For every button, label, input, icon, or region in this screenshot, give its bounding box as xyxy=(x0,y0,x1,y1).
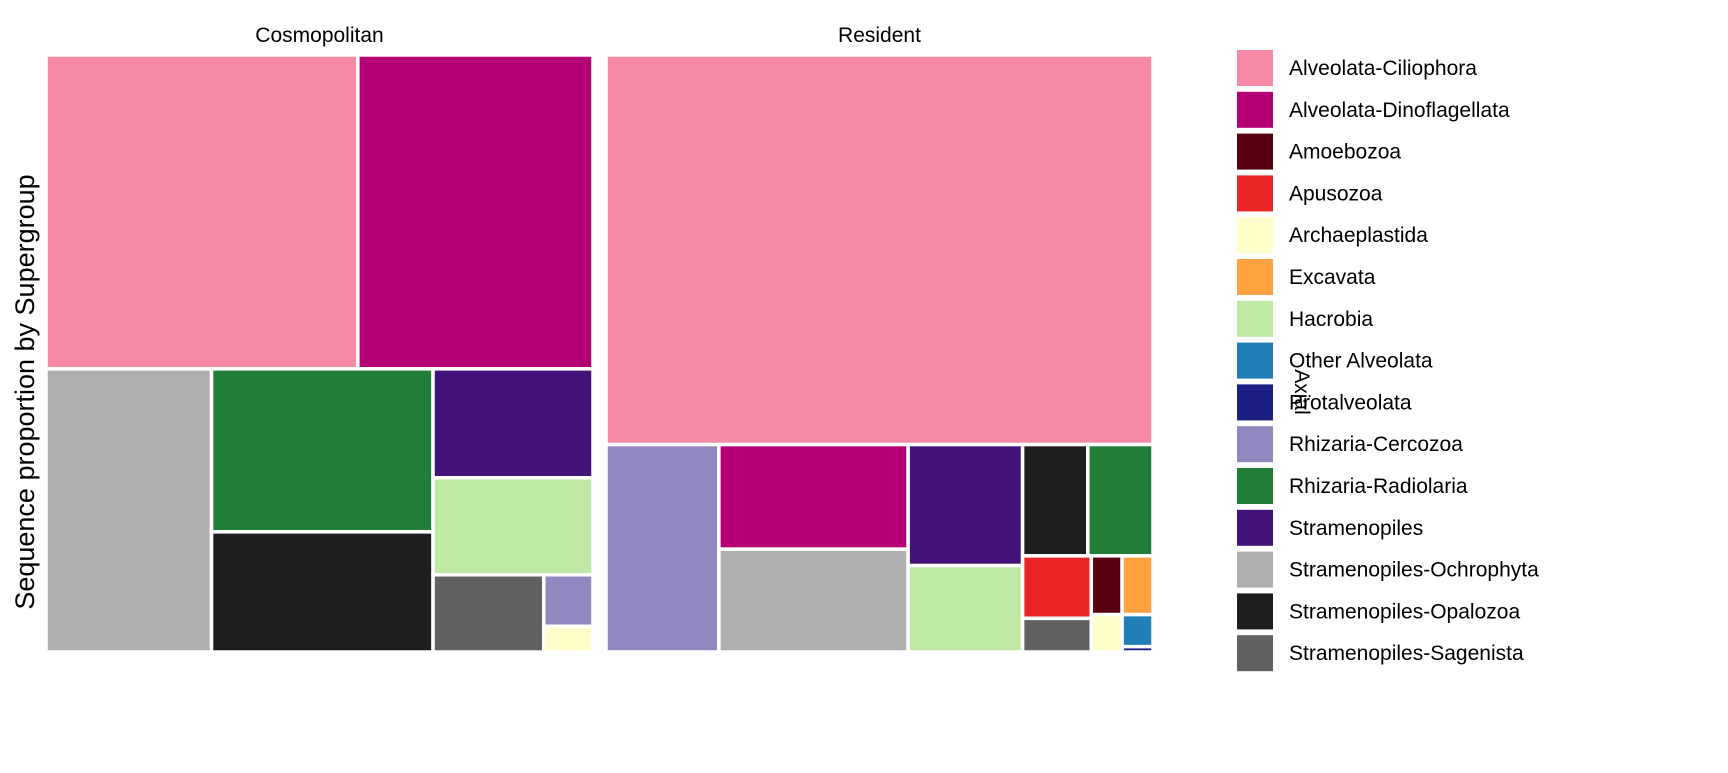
legend-label-protalveolata: Protalveolata xyxy=(1289,391,1412,414)
legend-item-rhizaria-cercozoa: Rhizaria-Cercozoa xyxy=(1237,426,1463,463)
tile-resident-alveolata-dinoflagellata xyxy=(717,442,910,551)
facet-panels: Cosmopolitan Resident xyxy=(44,24,1155,654)
legend-swatch-rhizaria-radiolaria xyxy=(1237,468,1273,504)
legend-swatch-hacrobia xyxy=(1237,300,1273,337)
legend-label-rhizaria-cercozoa: Rhizaria-Cercozoa xyxy=(1289,433,1463,456)
legend-label-stramenopiles: Stramenopiles xyxy=(1289,517,1423,540)
legend-label-rhizaria-radiolaria: Rhizaria-Radiolaria xyxy=(1289,475,1468,498)
legend-label-amoebozoa: Amoebozoa xyxy=(1289,141,1401,164)
legend-item-amoebozoa: Amoebozoa xyxy=(1237,133,1401,170)
legend-item-stramenopiles-sagenista: Stramenopiles-Sagenista xyxy=(1237,635,1524,672)
tile-cosmopolitan-rhizaria-cercozoa xyxy=(542,573,595,629)
legend-item-protalveolata: Protalveolata xyxy=(1237,384,1412,421)
legend-swatch-other-alveolata xyxy=(1237,342,1273,379)
legend-swatch-archaeplastida xyxy=(1237,217,1273,254)
tile-cosmopolitan-stramenopiles xyxy=(431,367,595,480)
tile-resident-alveolata-ciliophora xyxy=(604,53,1155,447)
row-strip-label: Axial xyxy=(1290,369,1313,415)
tile-resident-stramenopiles-ochrophyta xyxy=(717,547,910,654)
legend-label-alveolata-ciliophora: Alveolata-Ciliophora xyxy=(1289,57,1477,80)
tile-resident-rhizaria-radiolaria xyxy=(1086,442,1155,558)
panel-title-cosmopolitan: Cosmopolitan xyxy=(255,24,383,47)
legend-label-alveolata-dinoflagellata: Alveolata-Dinoflagellata xyxy=(1289,99,1510,122)
legend-swatch-amoebozoa xyxy=(1237,133,1273,170)
panel-cosmopolitan: Cosmopolitan xyxy=(44,24,595,654)
tile-resident-other-alveolata xyxy=(1120,612,1155,649)
tile-cosmopolitan-archaeplastida xyxy=(542,624,595,654)
tile-resident-archaeplastida xyxy=(1089,612,1124,654)
legend-item-stramenopiles: Stramenopiles xyxy=(1237,509,1423,546)
tile-resident-hacrobia xyxy=(906,563,1025,654)
legend-item-other-alveolata: Other Alveolata xyxy=(1237,342,1433,379)
legend-item-excavata: Excavata xyxy=(1237,259,1376,295)
legend-swatch-stramenopiles-ochrophyta xyxy=(1237,551,1273,588)
legend-item-stramenopiles-ochrophyta: Stramenopiles-Ochrophyta xyxy=(1237,551,1539,588)
legend-item-alveolata-ciliophora: Alveolata-Ciliophora xyxy=(1237,50,1477,86)
legend-swatch-alveolata-ciliophora xyxy=(1237,50,1273,86)
legend-swatch-protalveolata xyxy=(1237,384,1273,421)
legend-item-rhizaria-radiolaria: Rhizaria-Radiolaria xyxy=(1237,468,1468,504)
tile-cosmopolitan-stramenopiles-ochrophyta xyxy=(44,367,214,654)
tile-cosmopolitan-alveolata-ciliophora xyxy=(44,53,360,371)
legend-swatch-excavata xyxy=(1237,259,1273,295)
legend-item-stramenopiles-opalozoa: Stramenopiles-Opalozoa xyxy=(1237,593,1520,630)
tile-resident-stramenopiles xyxy=(906,442,1025,568)
tile-resident-protalveolata xyxy=(1120,644,1155,654)
tile-cosmopolitan-stramenopiles-sagenista xyxy=(431,573,546,654)
legend-swatch-stramenopiles-sagenista xyxy=(1237,635,1273,672)
tile-resident-amoebozoa xyxy=(1089,554,1124,617)
panel-resident: Resident xyxy=(604,24,1155,654)
legend-item-apusozoa: Apusozoa xyxy=(1237,175,1383,212)
legend-label-stramenopiles-opalozoa: Stramenopiles-Opalozoa xyxy=(1289,600,1520,623)
tile-resident-stramenopiles-sagenista xyxy=(1020,616,1093,654)
tile-cosmopolitan-alveolata-dinoflagellata xyxy=(356,53,595,371)
legend-swatch-stramenopiles xyxy=(1237,509,1273,546)
legend-swatch-rhizaria-cercozoa xyxy=(1237,426,1273,463)
legend-item-alveolata-dinoflagellata: Alveolata-Dinoflagellata xyxy=(1237,91,1510,128)
legend-label-stramenopiles-sagenista: Stramenopiles-Sagenista xyxy=(1289,642,1524,665)
legend-item-hacrobia: Hacrobia xyxy=(1237,300,1373,337)
legend-swatch-alveolata-dinoflagellata xyxy=(1237,91,1273,128)
legend-swatch-apusozoa xyxy=(1237,175,1273,212)
tile-cosmopolitan-rhizaria-radiolaria xyxy=(209,367,435,534)
tile-resident-excavata xyxy=(1120,554,1155,617)
legend-label-excavata: Excavata xyxy=(1289,266,1376,289)
legend-label-stramenopiles-ochrophyta: Stramenopiles-Ochrophyta xyxy=(1289,559,1539,582)
legend-label-hacrobia: Hacrobia xyxy=(1289,308,1373,331)
legend: Alveolata-Ciliophora Alveolata-Dinoflagel… xyxy=(1237,50,1539,672)
tile-cosmopolitan-hacrobia xyxy=(431,476,595,577)
legend-label-archaeplastida: Archaeplastida xyxy=(1289,224,1428,247)
panel-title-resident: Resident xyxy=(838,24,921,47)
tile-resident-stramenopiles-opalozoa xyxy=(1020,442,1090,558)
legend-swatch-stramenopiles-opalozoa xyxy=(1237,593,1273,630)
y-axis-title: Sequence proportion by Supergroup xyxy=(10,174,40,609)
tile-resident-rhizaria-cercozoa xyxy=(604,442,721,654)
tile-cosmopolitan-stramenopiles-opalozoa xyxy=(209,530,435,654)
tile-resident-apusozoa xyxy=(1020,554,1093,621)
legend-label-other-alveolata: Other Alveolata xyxy=(1289,350,1433,373)
legend-item-archaeplastida: Archaeplastida xyxy=(1237,217,1428,254)
legend-label-apusozoa: Apusozoa xyxy=(1289,182,1383,205)
